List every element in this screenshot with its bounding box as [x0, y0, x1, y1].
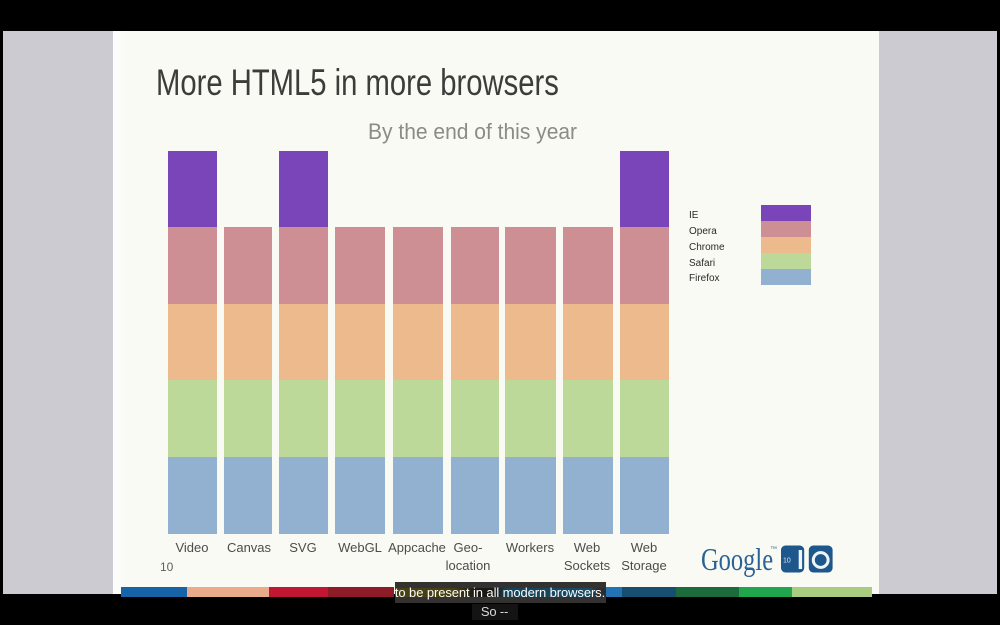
- svg-text:10: 10: [783, 557, 791, 564]
